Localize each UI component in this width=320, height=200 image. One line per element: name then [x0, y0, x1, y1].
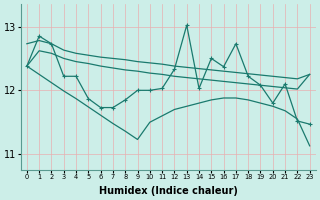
- X-axis label: Humidex (Indice chaleur): Humidex (Indice chaleur): [99, 186, 238, 196]
